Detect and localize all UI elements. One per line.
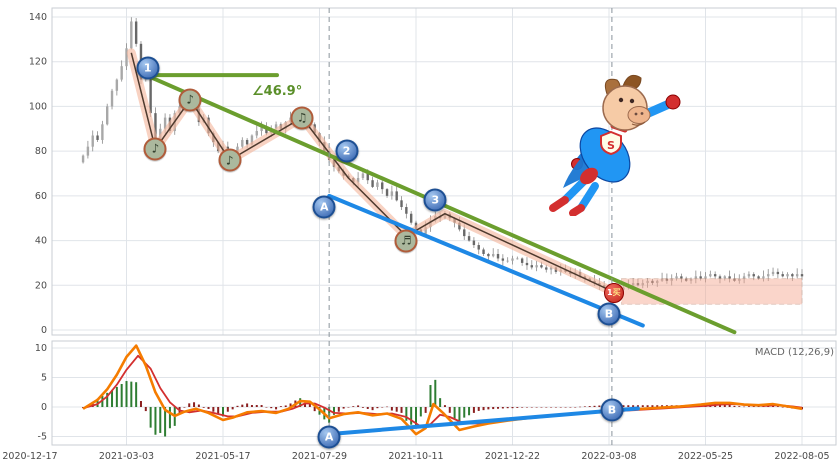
axis-tick-label: 0 [41, 402, 47, 413]
wave-marker-A[interactable]: A [312, 195, 336, 219]
axis-tick-label: 2021-05-17 [195, 451, 250, 462]
axis-tick-label: 2022-08-05 [774, 451, 829, 462]
music-note-icon: ♪ [225, 153, 234, 168]
music-note-icon: ♪ [151, 141, 160, 156]
axis-tick-label: 140 [29, 12, 47, 23]
music-note-icon: ♪ [186, 92, 195, 107]
wave-marker-label: 3 [431, 193, 440, 207]
music-note-marker-1[interactable]: ♪ [143, 137, 167, 161]
buy-signal-char: 买 [612, 288, 621, 298]
macd-point-marker-B[interactable]: B [600, 398, 624, 422]
axis-tick-label: 2022-05-25 [678, 451, 733, 462]
wave-marker-label: 1 [143, 61, 152, 75]
axis-tick-label: 40 [35, 236, 47, 247]
music-note-icon: ♫ [296, 110, 308, 125]
macd-marker-label: A [324, 430, 334, 443]
wave-marker-3[interactable]: 3 [423, 188, 447, 212]
forecast-channel-box[interactable] [621, 278, 803, 305]
axis-tick-label: 2021-07-29 [292, 451, 347, 462]
wave-marker-1[interactable]: 1 [136, 56, 160, 80]
macd-dea-line [82, 354, 803, 428]
macd-dif-line [82, 344, 803, 436]
buy-signal-number: 1 [607, 288, 613, 298]
macd-panel [82, 344, 803, 437]
music-note-icon: ♬ [400, 233, 412, 248]
forecast-box-group [621, 278, 803, 305]
music-note-marker-3[interactable]: ♪ [218, 148, 242, 172]
music-note-marker-5[interactable]: ♬ [394, 229, 418, 253]
wave-marker-B[interactable]: B [597, 302, 621, 326]
axis-tick-label: 2021-12-22 [485, 451, 540, 462]
axis-labels: 140 120 100 80 60 40 20 0 10 5 0 -5 2020-12-17 2021-0… [2, 12, 829, 462]
axis-tick-label: 10 [35, 343, 47, 354]
macd-indicator-label: MACD (12,26,9) [754, 347, 834, 358]
macd-point-marker-A[interactable]: A [317, 425, 341, 448]
candlesticks [81, 17, 804, 295]
axis-tick-label: 2021-10-11 [388, 451, 443, 462]
wave-marker-label: 2 [342, 144, 351, 158]
axis-tick-label: 2022-03-08 [581, 451, 636, 462]
axis-tick-label: 5 [41, 373, 47, 384]
axis-tick-label: 100 [29, 101, 47, 112]
macd-marker-label: B [607, 403, 617, 417]
trendline-angle-label: ∠46.9° [252, 84, 303, 99]
axis-tick-label: 0 [41, 325, 47, 336]
wave-marker-label: A [320, 200, 329, 214]
panel-borders [51, 7, 837, 446]
axis-tick-label: 60 [35, 191, 47, 202]
music-note-marker-4[interactable]: ♫ [290, 106, 314, 130]
axis-tick-label: 2021-03-03 [99, 451, 154, 462]
wave-marker-label: B [604, 307, 614, 321]
wave-marker-2[interactable]: 2 [335, 139, 359, 163]
axis-tick-label: 2020-12-17 [2, 451, 57, 462]
axis-tick-label: 80 [35, 146, 47, 157]
blue-macd-trendline[interactable] [327, 406, 640, 437]
axis-tick-label: 120 [29, 57, 47, 68]
music-note-marker-2[interactable]: ♪ [178, 88, 202, 112]
axis-tick-label: -5 [38, 432, 47, 443]
blue-price-trendline[interactable] [327, 193, 645, 328]
axis-tick-label: 20 [35, 280, 47, 291]
